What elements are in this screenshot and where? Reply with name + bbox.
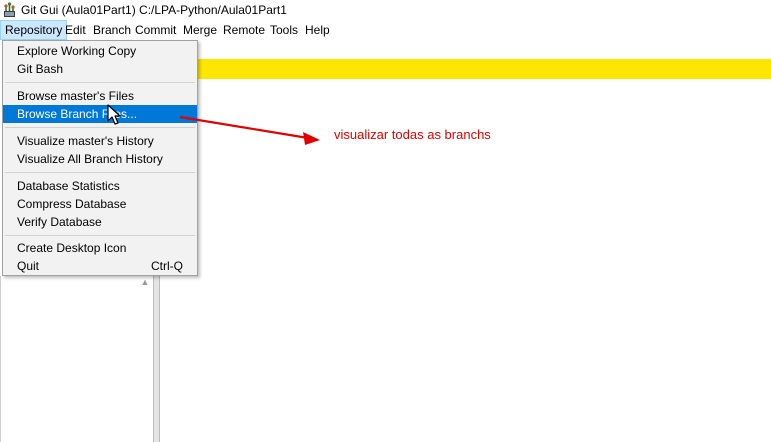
menu-item-database-statistics[interactable]: Database Statistics [17, 179, 120, 193]
annotation-text: visualizar todas as branchs [334, 127, 491, 142]
mouse-pointer-icon [107, 104, 121, 125]
menu-separator [5, 235, 195, 236]
menu-branch[interactable]: Branch [93, 23, 132, 37]
status-bar-yellow [160, 59, 771, 79]
menu-item-explore-working-copy[interactable]: Explore Working Copy [17, 44, 137, 58]
menu-item-browse-master-files[interactable]: Browse master's Files [17, 89, 134, 103]
menu-item-git-bash[interactable]: Git Bash [17, 62, 64, 76]
left-file-panel[interactable] [0, 276, 153, 442]
menu-item-verify-database[interactable]: Verify Database [17, 215, 102, 229]
menu-commit[interactable]: Commit [135, 23, 177, 37]
menu-separator [5, 82, 195, 83]
menu-item-visualize-all-branch-history[interactable]: Visualize All Branch History [17, 152, 163, 166]
menu-repository[interactable]: Repository [0, 20, 68, 40]
repository-dropdown-menu: Explore Working Copy Git Bash Browse mas… [2, 40, 198, 276]
title-bar: Git Gui (Aula01Part1) C:/LPA-Python/Aula… [0, 0, 771, 20]
menu-help[interactable]: Help [305, 23, 330, 37]
menu-merge[interactable]: Merge [183, 23, 218, 37]
menu-bar: Repository Edit Branch Commit Merge Remo… [0, 20, 771, 40]
menu-tools[interactable]: Tools [270, 23, 299, 37]
git-gui-app-icon [4, 2, 15, 17]
quit-label: Quit [17, 259, 40, 273]
menu-edit[interactable]: Edit [65, 23, 86, 37]
quit-shortcut: Ctrl-Q [151, 259, 183, 273]
menu-item-compress-database[interactable]: Compress Database [17, 197, 127, 211]
scroll-up-arrow-icon[interactable]: ▲ [140, 277, 150, 287]
menu-item-browse-branch-files[interactable]: Browse Branch Files... [3, 105, 197, 123]
menu-separator [5, 127, 195, 128]
menu-separator [5, 172, 195, 173]
pane-splitter[interactable] [153, 276, 160, 442]
menu-item-create-desktop-icon[interactable]: Create Desktop Icon [17, 241, 127, 255]
menu-item-visualize-master-history[interactable]: Visualize master's History [17, 134, 154, 148]
menu-item-quit[interactable]: Quit Ctrl-Q [3, 257, 197, 275]
window-title: Git Gui (Aula01Part1) C:/LPA-Python/Aula… [21, 3, 287, 17]
menu-remote[interactable]: Remote [223, 23, 266, 37]
